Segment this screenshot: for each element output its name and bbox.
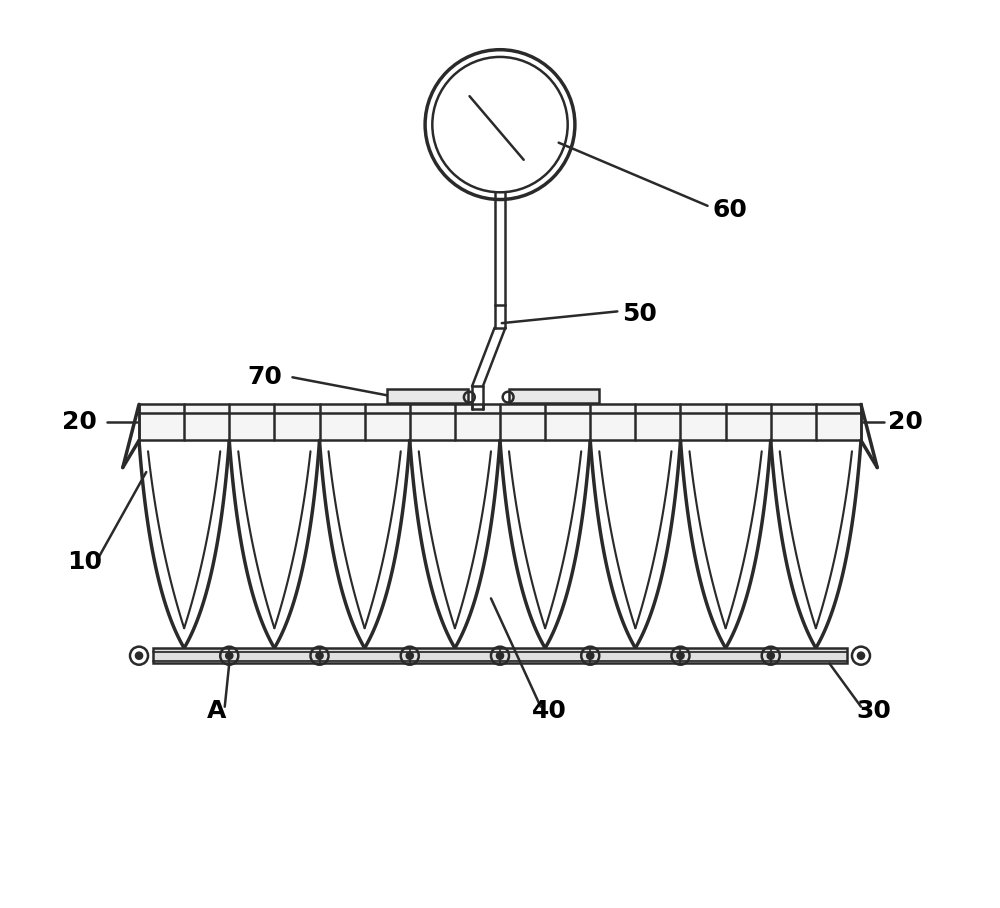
Circle shape [857, 652, 865, 659]
Circle shape [587, 652, 594, 659]
Circle shape [316, 652, 323, 659]
Bar [509, 389, 599, 402]
Text: 20: 20 [62, 410, 97, 434]
Text: 50: 50 [622, 302, 657, 326]
Circle shape [406, 652, 413, 659]
Circle shape [767, 652, 774, 659]
Bar [153, 648, 847, 664]
Text: A: A [207, 699, 226, 723]
Circle shape [677, 652, 684, 659]
Text: 20: 20 [888, 410, 923, 434]
Text: 60: 60 [712, 198, 747, 222]
Text: 70: 70 [247, 365, 282, 390]
Bar [387, 389, 468, 402]
Circle shape [496, 652, 504, 659]
Text: 10: 10 [67, 550, 102, 574]
Text: 40: 40 [532, 699, 566, 723]
Circle shape [135, 652, 143, 659]
Circle shape [226, 652, 233, 659]
Bar [139, 404, 861, 440]
Text: 30: 30 [856, 699, 891, 723]
